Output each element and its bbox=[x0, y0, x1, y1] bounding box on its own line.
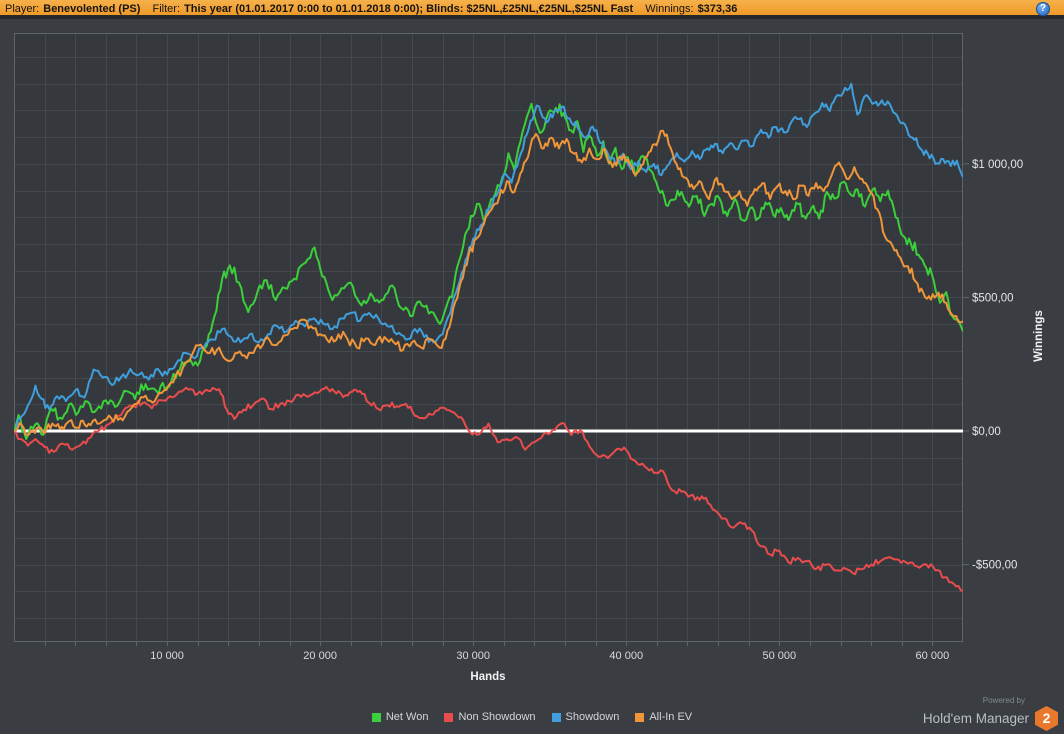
player-value: Benevolented (PS) bbox=[43, 3, 141, 15]
hold-em-manager-logo: Powered by Hold'em Manager 2 bbox=[923, 696, 1058, 731]
top-bar: Player: Benevolented (PS) Filter: This yea… bbox=[0, 0, 1064, 19]
x-tick-label: 10 000 bbox=[150, 650, 184, 662]
y-tick-label: $0,00 bbox=[972, 426, 1001, 438]
legend-item-all-in-ev: All-In EV bbox=[635, 711, 692, 723]
legend-label: Non Showdown bbox=[458, 711, 536, 723]
legend-item-non-showdown: Non Showdown bbox=[444, 711, 536, 723]
net-won-swatch bbox=[371, 712, 381, 722]
player-label: Player: bbox=[5, 3, 40, 15]
x-tick-label: 30 000 bbox=[456, 650, 490, 662]
plot-border bbox=[14, 33, 963, 642]
legend-item-showdown: Showdown bbox=[551, 711, 620, 723]
legend-label: Net Won bbox=[385, 711, 429, 723]
filter-value: This year (01.01.2017 0:00 to 01.01.2018… bbox=[184, 3, 634, 15]
filter-label: Filter: bbox=[152, 3, 181, 15]
series-line-net-won bbox=[14, 102, 963, 440]
legend-item-net-won: Net Won bbox=[371, 711, 429, 723]
x-tick-label: 40 000 bbox=[609, 650, 643, 662]
legend: Net Won Non Showdown Showdown All-In EV bbox=[0, 711, 1064, 723]
x-axis-title: Hands bbox=[470, 671, 506, 683]
series-line-all-in-ev bbox=[14, 129, 963, 436]
powered-by-text: Powered by bbox=[982, 696, 1025, 705]
legend-label: Showdown bbox=[565, 711, 620, 723]
showdown-swatch bbox=[551, 712, 561, 722]
plot-background bbox=[14, 33, 963, 642]
series-line-showdown bbox=[14, 82, 963, 432]
brand-name: Hold'em Manager bbox=[922, 711, 1029, 726]
winnings-label: Winnings: bbox=[645, 3, 694, 15]
y-tick-label: $1 000,00 bbox=[972, 159, 1023, 171]
series-line-non-showdown bbox=[14, 385, 963, 593]
non-showdown-swatch bbox=[444, 712, 454, 722]
brand-badge-2-icon: 2 bbox=[1035, 706, 1058, 731]
x-tick-label: 60 000 bbox=[916, 650, 950, 662]
y-tick-label: $500,00 bbox=[972, 292, 1014, 304]
y-tick-label: -$500,00 bbox=[972, 560, 1017, 572]
help-icon[interactable]: ? bbox=[1036, 2, 1050, 16]
winnings-value: $373,36 bbox=[697, 3, 738, 15]
x-tick-label: 50 000 bbox=[762, 650, 796, 662]
legend-label: All-In EV bbox=[649, 711, 693, 723]
x-tick-label: 20 000 bbox=[303, 650, 337, 662]
all-in-ev-swatch bbox=[635, 712, 645, 722]
y-axis-title: Winnings bbox=[1033, 310, 1045, 362]
